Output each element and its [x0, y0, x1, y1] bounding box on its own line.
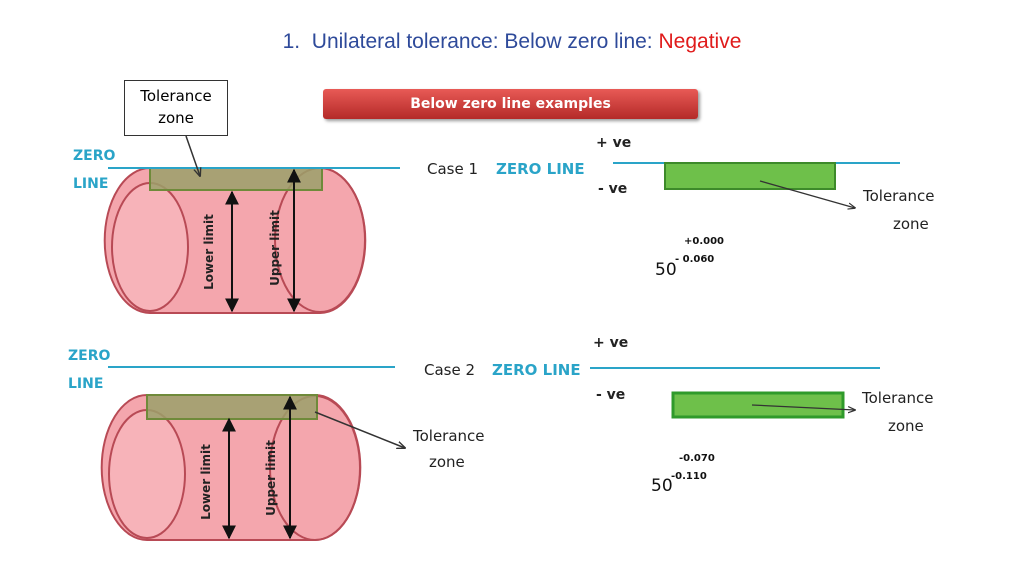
cylinder-diagram-2: Lower limit Upper limit ZERO LINE Tolera… — [68, 348, 485, 541]
zero-label-2a: ZERO — [68, 348, 110, 364]
tolerance-zone-label-2a: Tolerance — [412, 427, 485, 445]
cylinder-2-face — [108, 409, 186, 539]
examples-banner: Below zero line examples — [323, 89, 698, 119]
case-1-plus: + ve — [596, 135, 631, 151]
case-1-zone-label-a: Tolerance — [862, 187, 935, 205]
lower-limit-label-1: Lower limit — [202, 214, 216, 290]
case-2-lower-dev: -0.110 — [671, 471, 707, 482]
tolerance-pointer-1 — [185, 135, 200, 176]
case-2-plus: + ve — [593, 335, 628, 351]
case-1-base: 50 — [655, 260, 677, 280]
cylinder-1-face — [111, 182, 189, 312]
zero-label-2b: LINE — [68, 376, 103, 392]
zero-label-1a: ZERO — [73, 148, 115, 164]
case-1-tolerance-zone — [664, 162, 836, 190]
slide-title: 1. Unilateral tolerance: Below zero line… — [0, 30, 1024, 54]
title-emphasis: Negative — [658, 30, 742, 53]
cylinder-diagram-1: Lower limit Upper limit ZERO LINE — [73, 135, 400, 314]
callout-line-2: zone — [158, 109, 194, 127]
case-2-zone-label-b: zone — [888, 417, 924, 435]
title-text: Unilateral tolerance: Below zero line: — [311, 30, 653, 53]
zero-label-1b: LINE — [73, 176, 108, 192]
upper-limit-label-2: Upper limit — [264, 440, 278, 516]
upper-limit-label-1: Upper limit — [268, 210, 282, 286]
case-2-zone-label-a: Tolerance — [861, 389, 934, 407]
tolerance-zone-callout: Tolerance zone — [124, 80, 228, 136]
case-1-zero-label: ZERO LINE — [496, 160, 585, 178]
case-1-minus: - ve — [598, 181, 627, 197]
tolerance-zone-label-2b: zone — [429, 453, 465, 471]
case-1-diagram: Case 1 ZERO LINE + ve - ve Tolerance zon… — [427, 135, 935, 280]
case-2-zero-label: ZERO LINE — [492, 361, 581, 379]
case-1-label: Case 1 — [427, 160, 478, 178]
case-2-label: Case 2 — [424, 361, 475, 379]
case-2-upper-dev: -0.070 — [679, 453, 715, 464]
tolerance-band-2 — [146, 394, 318, 420]
callout-line-1: Tolerance — [140, 87, 212, 105]
case-2-minus: - ve — [596, 387, 625, 403]
tolerance-band-1 — [149, 167, 323, 191]
lower-limit-label-2: Lower limit — [199, 444, 213, 520]
case-2-diagram: Case 2 ZERO LINE + ve - ve Tolerance zon… — [424, 335, 934, 496]
case-1-upper-dev: +0.000 — [684, 236, 724, 247]
title-number: 1. — [282, 30, 301, 53]
case-2-pointer — [751, 404, 855, 410]
case-2-base: 50 — [651, 476, 673, 496]
case-1-pointer — [759, 180, 855, 208]
tolerance-pointer-2 — [314, 411, 405, 448]
case-1-lower-dev: - 0.060 — [675, 254, 714, 265]
case-1-zone-label-b: zone — [893, 215, 929, 233]
